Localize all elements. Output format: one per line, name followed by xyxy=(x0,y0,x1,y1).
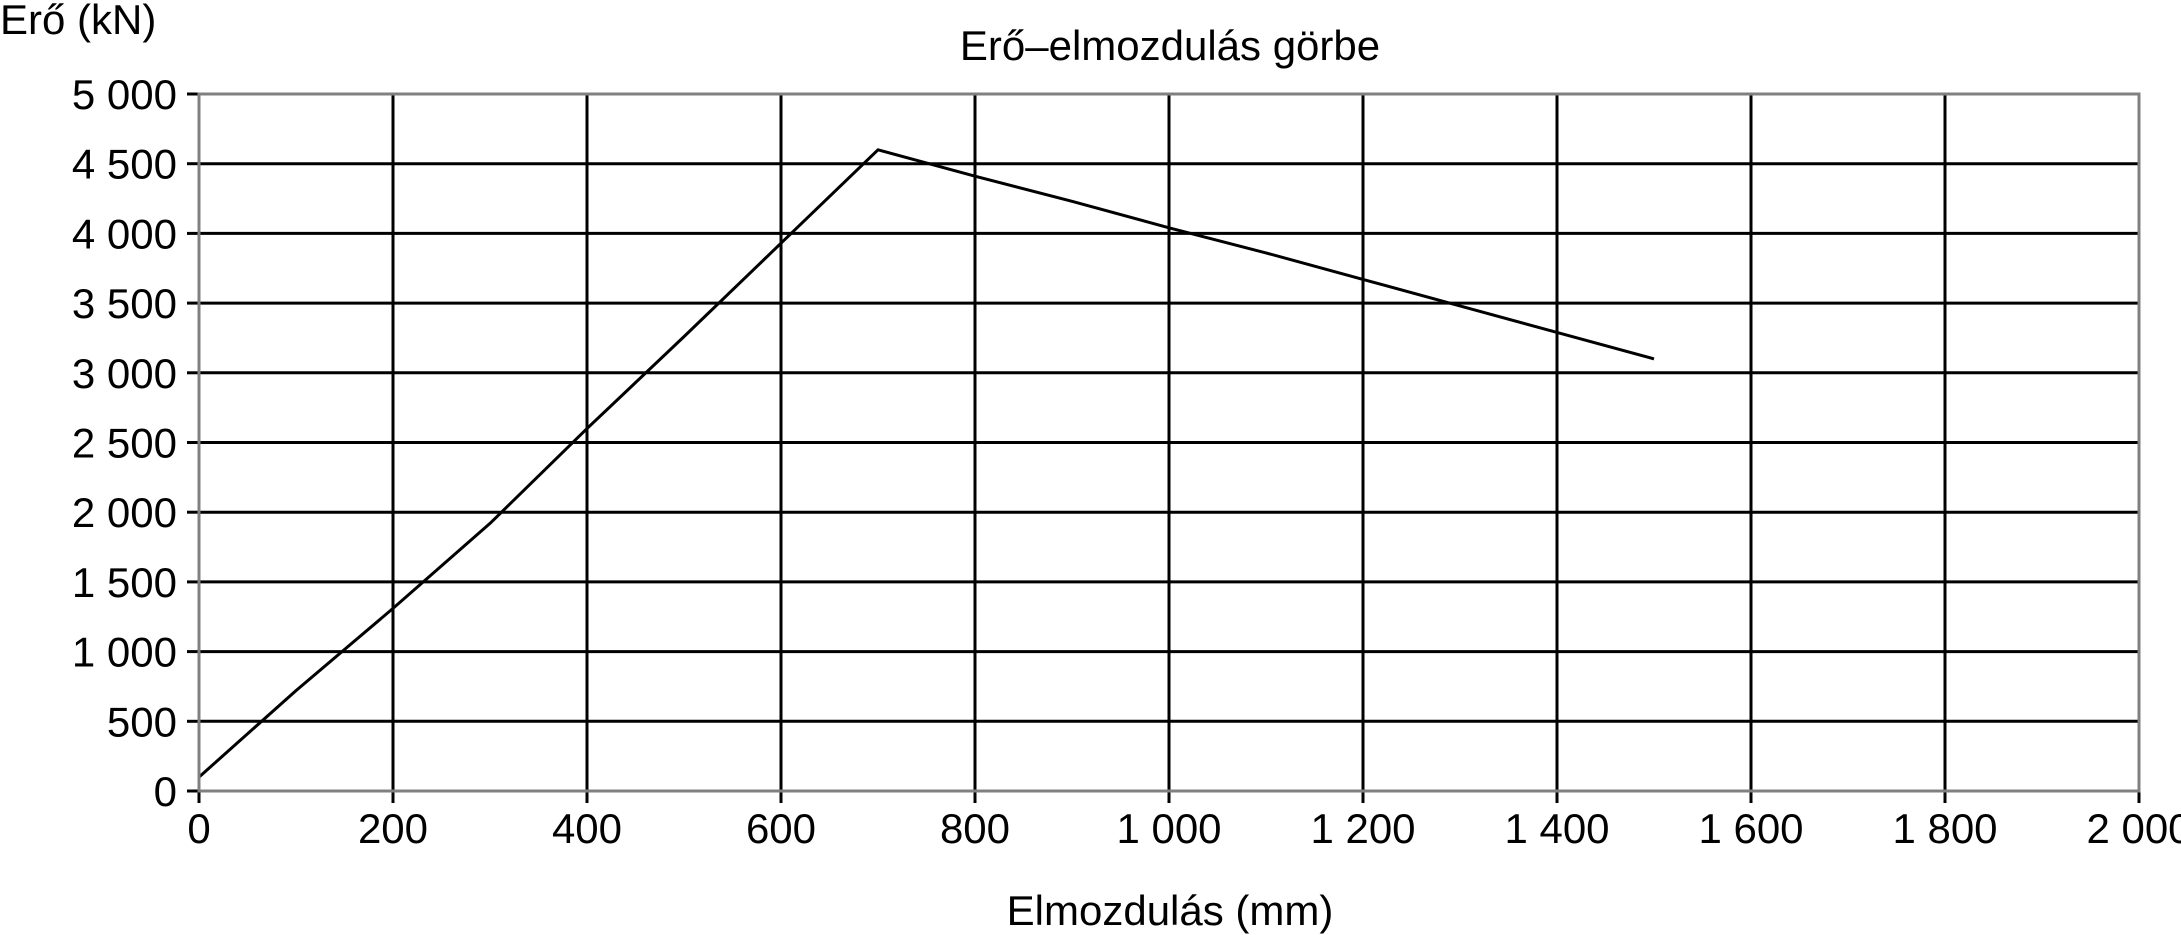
y-tick-label: 3 500 xyxy=(72,280,177,327)
x-tick-label: 800 xyxy=(940,805,1010,852)
chart-title: Erő–elmozdulás görbe xyxy=(960,22,1380,69)
plot-frame xyxy=(197,92,2141,793)
x-tick-label: 1 200 xyxy=(1310,805,1415,852)
x-axis-ticks: 0 200 400 600 800 1 000 1 200 1 400 1 600 1 800 2 … xyxy=(187,791,2181,852)
y-axis-label: Erő (kN) xyxy=(0,0,156,43)
x-tick-label: 400 xyxy=(552,805,622,852)
y-tick-label: 0 xyxy=(154,768,177,815)
grid xyxy=(199,94,2139,791)
x-axis-label: Elmozdulás (mm) xyxy=(1007,887,1334,934)
y-tick-label: 3 000 xyxy=(72,350,177,397)
y-tick-label: 1 500 xyxy=(72,559,177,606)
y-tick-label: 2 500 xyxy=(72,420,177,467)
x-tick-label: 1 800 xyxy=(1892,805,1997,852)
series-group xyxy=(198,148,1655,779)
y-axis-ticks: 0 500 1 000 1 500 2 000 2 500 3 000 3 500 4 000 4… xyxy=(72,71,199,815)
y-tick-label: 2 000 xyxy=(72,489,177,536)
y-tick-label: 1 000 xyxy=(72,629,177,676)
x-tick-label: 1 000 xyxy=(1116,805,1221,852)
x-tick-label: 1 600 xyxy=(1698,805,1803,852)
x-tick-label: 200 xyxy=(358,805,428,852)
y-tick-label: 500 xyxy=(107,698,177,745)
x-tick-label: 0 xyxy=(187,805,210,852)
y-tick-label: 4 500 xyxy=(72,141,177,188)
x-tick-label: 1 400 xyxy=(1504,805,1609,852)
y-tick-label: 5 000 xyxy=(72,71,177,118)
x-tick-label: 600 xyxy=(746,805,816,852)
x-tick-label: 2 000 xyxy=(2086,805,2181,852)
series-line xyxy=(198,148,1655,779)
y-tick-label: 4 000 xyxy=(72,210,177,257)
